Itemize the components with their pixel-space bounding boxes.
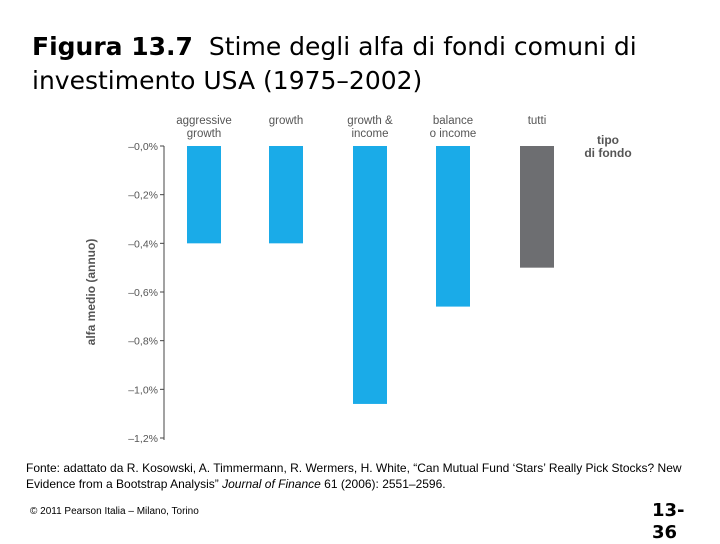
figure-number: Figura 13.7 bbox=[32, 32, 193, 61]
y-tick-label: –0,2% bbox=[128, 190, 158, 202]
x-axis-title: tipo bbox=[597, 133, 619, 147]
y-tick-label: –1,0% bbox=[128, 384, 158, 396]
category-label: income bbox=[351, 128, 388, 140]
category-label: aggressive bbox=[176, 115, 232, 127]
y-axis-title: alfa medio (annuo) bbox=[84, 239, 98, 346]
category-label: growth bbox=[187, 128, 222, 140]
slide-title: Figura 13.7 Stime degli alfa di fondi co… bbox=[32, 30, 692, 98]
y-tick-label: –0,4% bbox=[128, 238, 158, 250]
y-tick-label: –1,2% bbox=[128, 433, 158, 445]
category-label: o income bbox=[430, 128, 477, 140]
copyright-notice: © 2011 Pearson Italia – Milano, Torino bbox=[30, 506, 199, 517]
category-label: tutti bbox=[528, 115, 547, 127]
bar-0 bbox=[187, 146, 221, 244]
category-label: growth bbox=[269, 115, 304, 127]
y-tick-label: –0,6% bbox=[128, 287, 158, 299]
x-axis-title: di fondo bbox=[584, 146, 631, 160]
figure-caption: Stime degli alfa di fondi comuni di inve… bbox=[32, 32, 637, 95]
bar-2 bbox=[353, 146, 387, 404]
category-label: balance bbox=[433, 115, 473, 127]
bar-chart: –0,0% –0,2% –0,4% –0,6% –0,8% –1,0% –1,2% alfa … bbox=[84, 115, 632, 445]
source-journal: Journal of Finance bbox=[222, 477, 321, 491]
source-details: 61 (2006): 2551–2596. bbox=[320, 477, 446, 491]
y-tick-label: –0,0% bbox=[128, 141, 158, 153]
source-text: Fonte: adattato da R. Kosowski, A. Timme… bbox=[26, 461, 682, 491]
bar-3 bbox=[436, 146, 470, 307]
category-label: growth & bbox=[347, 115, 393, 127]
page-number: 13-36 bbox=[652, 500, 685, 543]
bar-4 bbox=[520, 146, 554, 268]
bar-1 bbox=[269, 146, 303, 244]
y-tick-label: –0,8% bbox=[128, 336, 158, 348]
source-note: Fonte: adattato da R. Kosowski, A. Timme… bbox=[26, 460, 696, 492]
